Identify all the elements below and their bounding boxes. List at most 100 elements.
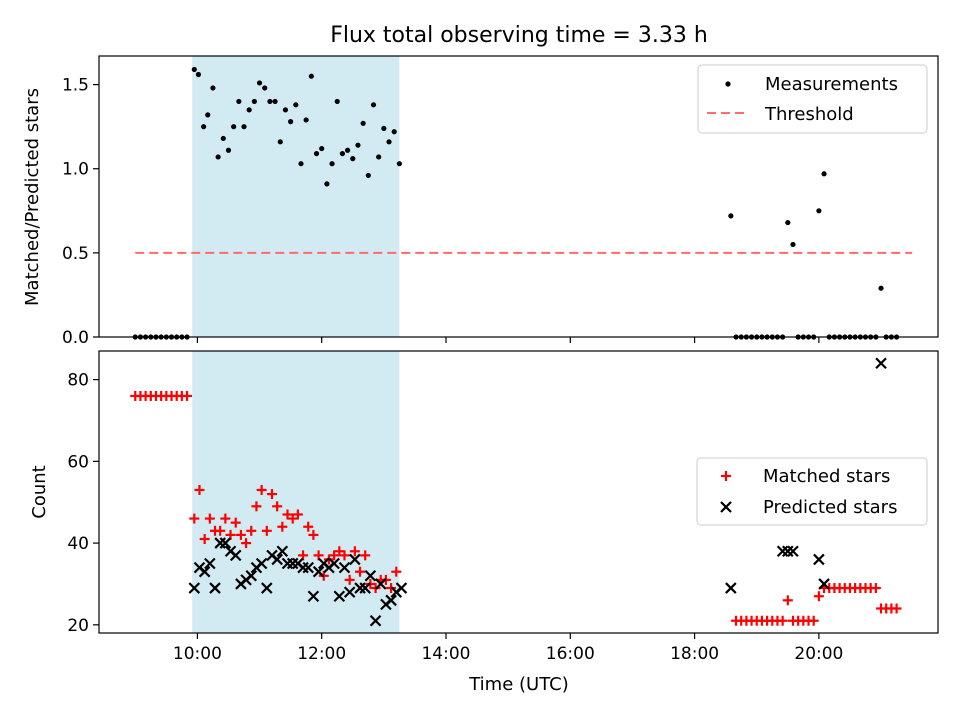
matched-star-point (292, 509, 303, 520)
cross-bar (349, 553, 361, 566)
bottom-x-tick-label: 12:00 (297, 644, 346, 664)
measurement-point (191, 66, 197, 73)
bottom-observing-interval-shade (192, 351, 400, 633)
matched-star-point (344, 574, 355, 585)
matched-star-point (391, 566, 402, 577)
legend-label-predicted: Predicted stars (763, 497, 897, 518)
measurement-point (370, 102, 377, 108)
bottom-y-tick-label: 40 (67, 534, 89, 554)
figure-title: Flux total observing time = 3.33 h (330, 23, 708, 48)
top-y-axis-label: Matched/Predicted stars (22, 88, 43, 306)
top-y-tick-label: 0.5 (62, 244, 89, 264)
bottom-legend: Matched stars Predicted stars (696, 457, 928, 526)
cross-bar (720, 501, 732, 513)
measurement-point (790, 241, 796, 248)
predicted-star-point (307, 590, 320, 602)
cross-bar (219, 537, 232, 549)
measurement-point (231, 124, 237, 130)
cross-bar (364, 570, 377, 582)
bottom-y-tick-label: 60 (67, 452, 89, 472)
matched-star-point (261, 525, 272, 536)
measurement-point (319, 145, 325, 152)
measurement-point (236, 98, 242, 105)
predicted-star-point (385, 594, 397, 607)
measurement-point (878, 285, 884, 291)
cross-bar (204, 557, 216, 570)
matched-star-point (339, 550, 350, 561)
matched-star-point (303, 521, 314, 532)
predicted-star-point (725, 582, 737, 594)
measurement-point (376, 154, 382, 160)
measurement-point (324, 181, 330, 187)
predicted-star-point (302, 561, 315, 574)
cross-bar (374, 578, 387, 590)
cross-bar (198, 565, 211, 578)
legend-matched-marker (721, 471, 731, 481)
measurement-point (821, 171, 827, 177)
matched-star-point (266, 489, 277, 500)
matched-star-point (298, 550, 309, 561)
top-plot-frame (98, 55, 939, 338)
top-panel: 0.0 0.5 1.0 1.5 Matched/Predicted stars Mea… (22, 55, 939, 348)
measurement-point (355, 142, 361, 148)
predicted-star-point (349, 553, 361, 566)
predicted-star-point (776, 545, 789, 558)
matched-star-point (204, 513, 215, 524)
bottom-panel-axes: 20 40 60 80 10:00 12:00 14:00 16:00 18:00 20:00 (67, 371, 843, 664)
bottom-panel-marks (130, 357, 902, 627)
matched-star-point (225, 529, 236, 540)
cross-bar (261, 582, 273, 594)
bottom-panel: 20 40 60 80 10:00 12:00 14:00 16:00 18:00 20:00 C… (29, 350, 939, 695)
measurement-point (251, 98, 257, 105)
measurement-point (293, 102, 299, 108)
cross-bar (188, 582, 201, 594)
measurement-point (344, 147, 351, 153)
cross-bar (276, 545, 289, 558)
predicted-star-point (787, 545, 799, 558)
measurement-point (386, 139, 392, 145)
bottom-x-tick-label: 10:00 (173, 644, 222, 664)
top-observing-interval-shade (192, 56, 400, 337)
matched-star-point (189, 513, 200, 524)
matched-star-point (251, 501, 262, 512)
cross-bar (328, 557, 340, 570)
measurement-point (288, 119, 294, 125)
cross-bar (875, 357, 887, 370)
matched-star-point (230, 517, 241, 528)
matched-star-point (349, 546, 360, 557)
top-y-tick-label: 1.5 (62, 76, 89, 96)
measurement-point (381, 125, 387, 131)
matched-star-point (277, 521, 288, 532)
matched-star-point (891, 603, 902, 614)
predicted-star-point (813, 553, 825, 566)
predicted-star-point (374, 578, 387, 590)
bottom-x-tick-label: 14:00 (421, 644, 470, 664)
matched-star-point (355, 566, 366, 577)
matched-star-point (235, 529, 246, 540)
matched-star-point (813, 591, 824, 602)
matched-star-point (870, 583, 881, 594)
cross-bar (395, 582, 408, 594)
matched-star-point (220, 513, 231, 524)
measurement-point (262, 85, 268, 91)
predicted-star-point (261, 582, 273, 594)
measurement-point (339, 150, 346, 157)
measurement-point (220, 135, 226, 142)
cross-bar (818, 578, 830, 590)
cross-bar (338, 561, 351, 574)
cross-bar (333, 590, 346, 602)
measurement-point (267, 98, 273, 105)
measurement-point (195, 71, 202, 78)
bottom-plot-frame (98, 350, 939, 634)
cross-bar (385, 594, 397, 607)
matched-star-point (182, 390, 193, 401)
measurement-point (201, 124, 207, 130)
legend-predicted-marker (720, 501, 732, 513)
bottom-x-tick-label: 18:00 (670, 644, 719, 664)
predicted-star-point (276, 545, 289, 558)
cross-bar (271, 553, 283, 566)
measurement-point (391, 129, 397, 135)
measurement-point (396, 161, 402, 167)
measurement-point (256, 80, 263, 86)
